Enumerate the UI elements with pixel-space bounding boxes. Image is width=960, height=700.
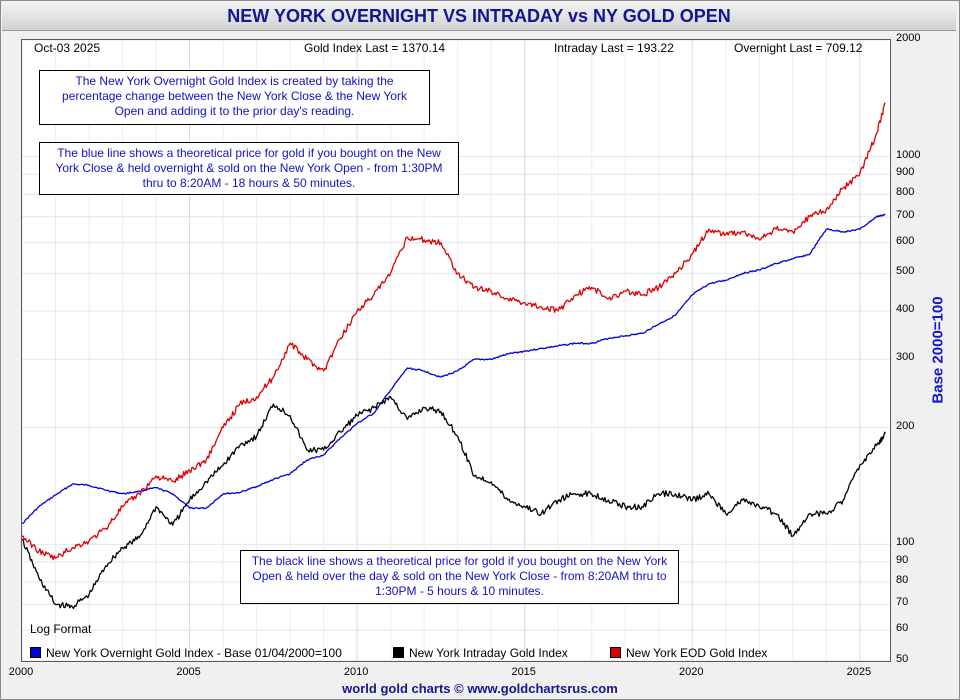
footer-credit: world gold charts © www.goldchartsrus.co… [342,681,618,696]
y-tick-label: 50 [896,653,909,665]
y-tick-label: 100 [896,536,915,549]
header-overnight-last: Overnight Last = 709.12 [734,41,863,55]
y-axis-label: Base 2000=100 [929,296,947,404]
y-tick-label: 70 [896,596,909,609]
y-tick-label: 800 [896,186,915,199]
y-tick-label: 90 [896,554,909,567]
y-tick-label: 400 [896,302,915,315]
legend-label-eod: New York EOD Gold Index [626,646,768,660]
legend-swatch-black [393,647,404,658]
x-tick-label: 2000 [8,666,34,678]
note-overnight-definition: The New York Overnight Gold Index is cre… [39,70,430,125]
y-tick-label: 600 [896,234,915,247]
y-tick-label: 200 [896,419,915,432]
y-tick-label: 60 [896,622,909,635]
series-line-0 [22,213,886,525]
x-tick-label: 2015 [511,666,536,678]
note-black-line: The black line shows a theoretical price… [240,550,679,604]
legend-label-intraday: New York Intraday Gold Index [409,646,568,660]
y-tick-label: 2000 [896,32,921,44]
x-tick-label: 2005 [176,666,201,678]
y-tick-label: 80 [896,573,909,586]
y-tick-label: 500 [896,265,915,278]
legend-item-overnight: New York Overnight Gold Index - Base 01/… [30,646,342,660]
legend-item-eod: New York EOD Gold Index [610,646,767,660]
legend-item-intraday: New York Intraday Gold Index [393,646,568,660]
header-gold-last: Gold Index Last = 1370.14 [304,41,446,55]
y-tick-label: 1000 [896,148,921,161]
y-tick-label: 300 [896,351,915,364]
log-format-label: Log Format [30,622,92,636]
legend-swatch-red [610,647,621,658]
y-tick-label: 900 [896,166,915,179]
y-tick-label: 700 [896,208,915,221]
series-line-2 [22,102,886,561]
series-lines [22,102,886,610]
header-intraday-last: Intraday Last = 193.22 [554,41,674,55]
header-date: Oct-03 2025 [34,41,101,55]
note-blue-line: The blue line shows a theoretical price … [39,142,459,195]
series-line-1 [22,395,886,610]
x-tick-label: 2020 [679,666,704,678]
x-tick-label: 2025 [846,666,872,678]
x-tick-label: 2010 [343,666,369,678]
legend-swatch-blue [30,647,41,658]
chart-title: NEW YORK OVERNIGHT VS INTRADAY vs NY GOL… [2,2,956,31]
legend-label-overnight: New York Overnight Gold Index - Base 01/… [46,646,342,660]
